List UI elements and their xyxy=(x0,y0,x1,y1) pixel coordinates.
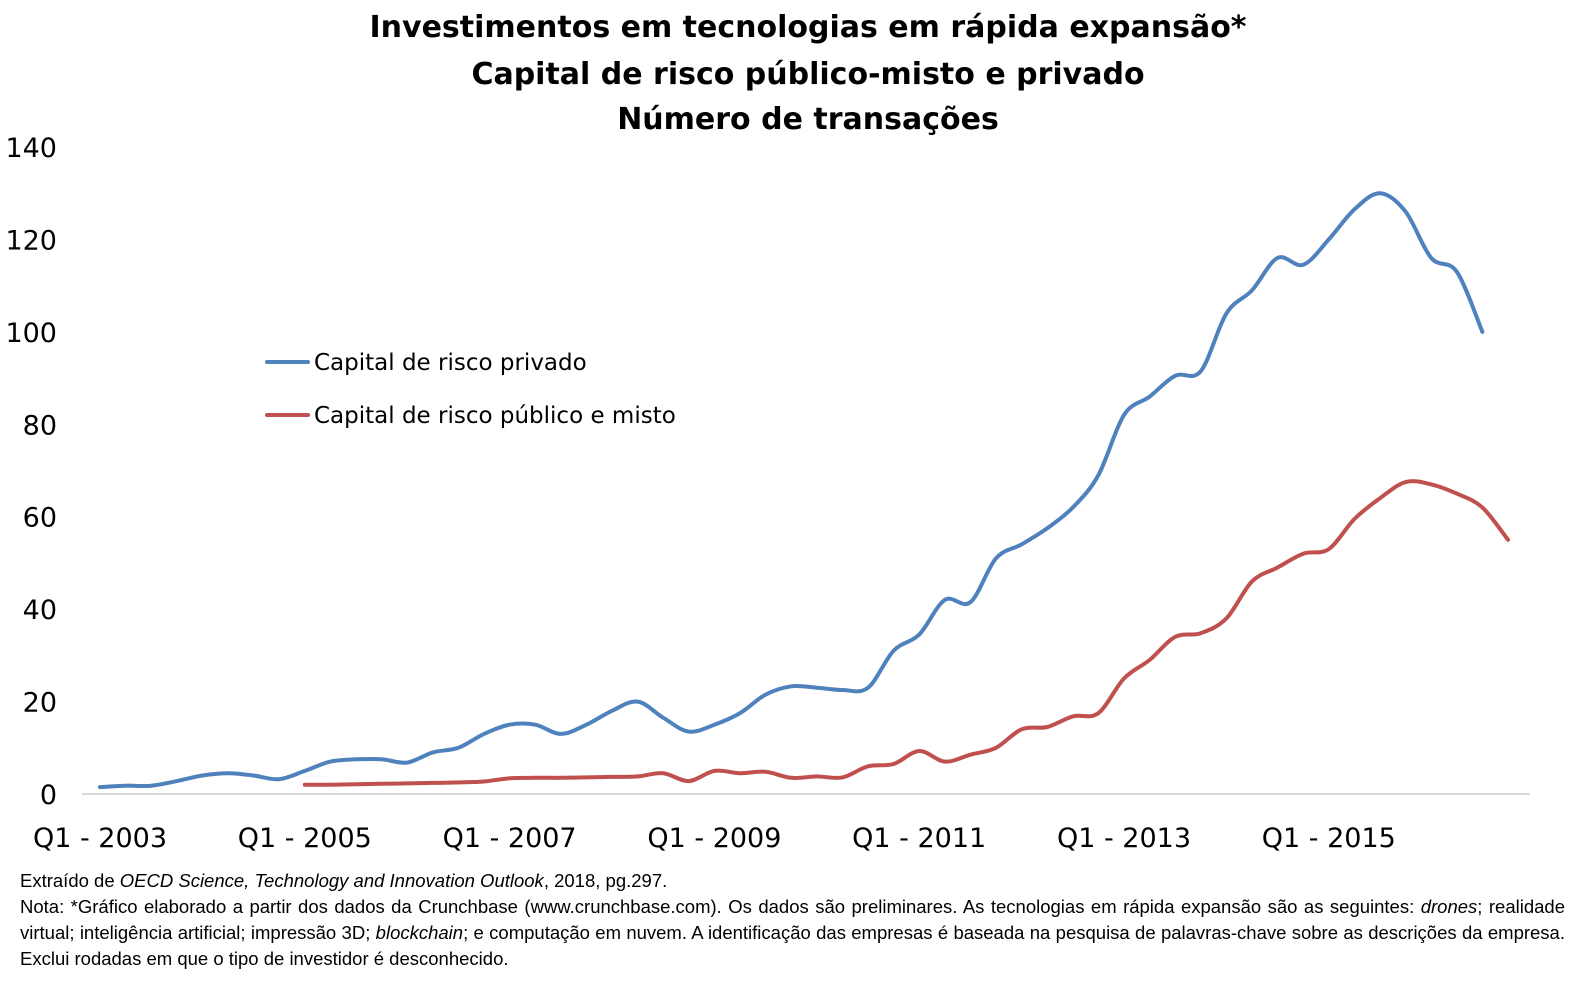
x-tick-label: Q1 - 2009 xyxy=(647,823,781,854)
y-tick-label: 100 xyxy=(5,318,57,349)
x-tick-label: Q1 - 2007 xyxy=(443,823,577,854)
legend-label-publico-misto: Capital de risco público e misto xyxy=(314,403,676,429)
note-mid: ; realidade virtual; inteligência artifi… xyxy=(20,896,1565,943)
y-tick-label: 20 xyxy=(23,688,57,719)
y-tick-label: 140 xyxy=(5,133,57,164)
chart-title: Investimentos em tecnologias em rápida e… xyxy=(370,10,1247,45)
x-tick-label: Q1 - 2005 xyxy=(238,823,372,854)
series-line-privado xyxy=(98,191,1485,790)
chart: Investimentos em tecnologias em rápida e… xyxy=(5,10,1530,854)
legend-item-publico-misto: Capital de risco público e misto xyxy=(265,403,676,429)
source-title: OECD Science, Technology and Innovation … xyxy=(119,870,544,891)
note-suffix: ; e computação em nuvem. A identificação… xyxy=(20,922,1565,969)
chart-subtitle-2: Número de transações xyxy=(617,102,999,137)
series-layer xyxy=(98,191,1510,790)
y-tick-label: 0 xyxy=(40,780,57,811)
source-suffix: , 2018, pg.297. xyxy=(543,870,668,891)
methodology-note: Nota: *Gráfico elaborado a partir dos da… xyxy=(20,894,1565,972)
x-tick-label: Q1 - 2013 xyxy=(1057,823,1191,854)
x-tick-label: Q1 - 2015 xyxy=(1262,823,1396,854)
x-tick-label: Q1 - 2003 xyxy=(33,823,167,854)
legend-label-privado: Capital de risco privado xyxy=(314,350,587,376)
x-tick-label: Q1 - 2011 xyxy=(852,823,986,854)
legend: Capital de risco privado Capital de risc… xyxy=(265,350,676,429)
series-line-publico-misto xyxy=(302,479,1510,787)
note-drones: drones xyxy=(1420,896,1478,917)
chart-subtitle: Capital de risco público-misto e privado xyxy=(471,57,1144,92)
source-prefix: Extraído de xyxy=(20,870,120,891)
y-tick-label: 40 xyxy=(23,595,57,626)
note-blockchain: blockchain xyxy=(375,922,464,943)
y-tick-label: 60 xyxy=(23,503,57,534)
notes: Extraído de OECD Science, Technology and… xyxy=(20,868,1565,972)
y-tick-label: 120 xyxy=(5,225,57,256)
source-note: Extraído de OECD Science, Technology and… xyxy=(20,868,1565,894)
y-axis: 0 20 40 60 80 100 120 140 xyxy=(5,133,57,811)
x-axis: Q1 - 2003 Q1 - 2005 Q1 - 2007 Q1 - 2009 Q1 -… xyxy=(33,793,1530,854)
legend-item-privado: Capital de risco privado xyxy=(265,350,587,376)
note-prefix: Nota: *Gráfico elaborado a partir dos da… xyxy=(20,896,1421,917)
y-tick-label: 80 xyxy=(23,410,57,441)
